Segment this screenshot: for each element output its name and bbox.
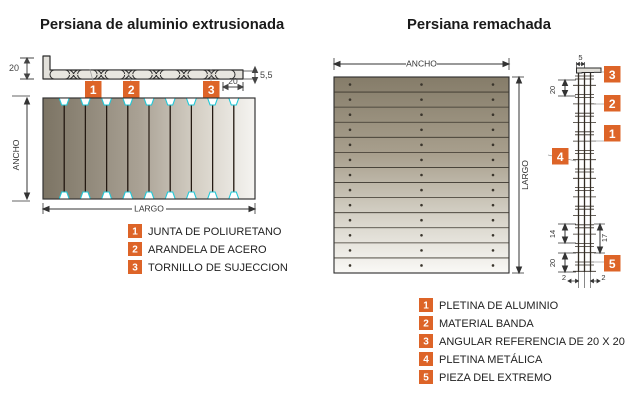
svg-text:2: 2 (423, 319, 429, 330)
svg-text:2: 2 (128, 83, 135, 97)
svg-text:LARGO: LARGO (520, 160, 530, 190)
svg-text:17: 17 (600, 234, 609, 242)
svg-text:20: 20 (228, 76, 238, 86)
svg-text:5: 5 (423, 373, 429, 384)
svg-text:20: 20 (9, 63, 19, 73)
svg-text:ANCHO: ANCHO (406, 59, 437, 69)
svg-text:14: 14 (548, 230, 557, 238)
svg-text:3: 3 (132, 263, 138, 274)
svg-text:4: 4 (557, 150, 564, 164)
svg-text:LARGO: LARGO (134, 204, 164, 214)
svg-text:20: 20 (548, 86, 557, 94)
svg-text:2: 2 (132, 245, 138, 256)
svg-text:PLETINA DE ALUMINIO: PLETINA DE ALUMINIO (439, 300, 559, 312)
svg-text:PLETINA METÁLICA: PLETINA METÁLICA (439, 353, 543, 366)
svg-text:ANGULAR REFERENCIA DE 20 X 20: ANGULAR REFERENCIA DE 20 X 20 (439, 336, 625, 348)
svg-text:1: 1 (423, 301, 429, 312)
svg-text:5: 5 (578, 53, 582, 62)
svg-text:MATERIAL BANDA: MATERIAL BANDA (439, 318, 534, 330)
svg-text:1: 1 (609, 127, 616, 141)
svg-text:2: 2 (609, 97, 616, 111)
svg-text:2: 2 (562, 273, 566, 282)
svg-text:PIEZA DEL EXTREMO: PIEZA DEL EXTREMO (439, 372, 552, 384)
svg-text:20: 20 (548, 259, 557, 267)
svg-text:ARANDELA DE ACERO: ARANDELA DE ACERO (148, 244, 267, 256)
svg-text:TORNILLO DE SUJECCION: TORNILLO DE SUJECCION (148, 262, 288, 274)
svg-text:1: 1 (90, 83, 97, 97)
svg-text:3: 3 (423, 337, 429, 348)
svg-text:4: 4 (423, 355, 429, 366)
svg-text:3: 3 (208, 83, 215, 97)
svg-text:ANCHO: ANCHO (11, 139, 21, 170)
svg-text:5: 5 (609, 257, 616, 271)
svg-text:3: 3 (609, 68, 616, 82)
svg-text:1: 1 (132, 227, 138, 238)
svg-text:JUNTA DE POLIURETANO: JUNTA DE POLIURETANO (148, 226, 282, 238)
svg-text:2: 2 (601, 273, 605, 282)
svg-text:5,5: 5,5 (260, 70, 273, 80)
